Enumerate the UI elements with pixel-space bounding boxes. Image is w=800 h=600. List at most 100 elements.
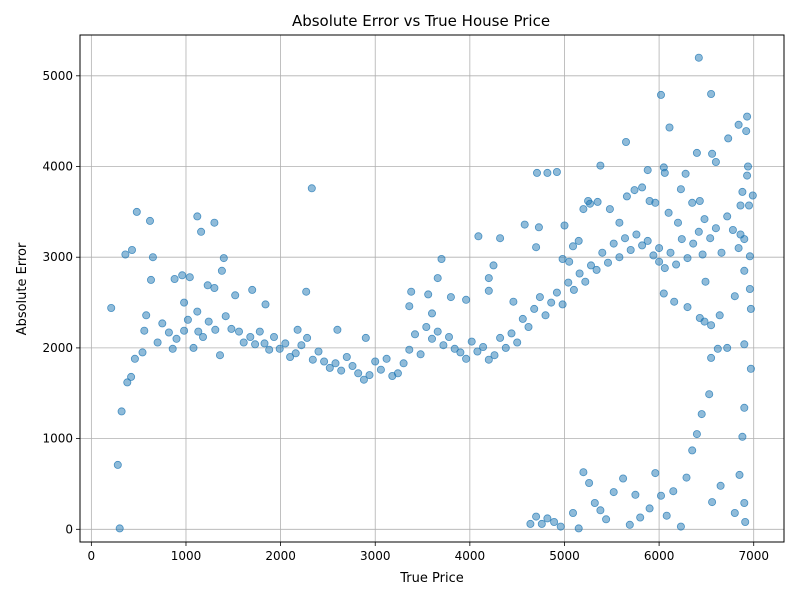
scatter-point — [593, 197, 602, 206]
scatter-point — [130, 354, 139, 363]
scatter-point — [707, 321, 716, 330]
scatter-point — [694, 53, 703, 62]
scatter-point — [604, 258, 613, 267]
scatter-point — [462, 295, 471, 304]
scatter-point — [433, 274, 442, 283]
scatter-point — [645, 504, 654, 513]
scatter-point — [638, 183, 647, 192]
scatter-point — [579, 205, 588, 214]
scatter-point — [740, 403, 749, 412]
scatter-point — [371, 357, 380, 366]
y-tick-label: 5000 — [42, 69, 73, 83]
x-axis-ticks: 0 1000 2000 3000 4000 5000 6000 7000 — [88, 542, 769, 563]
scatter-point — [203, 281, 212, 290]
scatter-point — [586, 199, 595, 208]
scatter-point — [172, 334, 181, 343]
scatter-point — [552, 167, 561, 176]
y-tick-label: 0 — [65, 522, 73, 536]
scatter-point — [530, 304, 539, 313]
scatter-point — [609, 239, 618, 248]
scatter-point — [657, 491, 666, 500]
scatter-point — [444, 332, 453, 341]
scatter-point — [399, 359, 408, 368]
scatter-point — [286, 352, 295, 361]
scatter-point — [251, 340, 260, 349]
scatter-point — [585, 478, 594, 487]
scatter-point — [170, 274, 179, 283]
scatter-point — [708, 149, 717, 158]
scatter-point — [308, 355, 317, 364]
scatter-point — [132, 207, 141, 216]
scatter-point — [115, 524, 124, 533]
scatter-point — [138, 348, 147, 357]
scatter-point — [261, 300, 270, 309]
scatter-point — [632, 230, 641, 239]
scatter-point — [376, 365, 385, 374]
scatter-point — [692, 430, 701, 439]
scatter-point — [462, 354, 471, 363]
scatter-point — [700, 317, 709, 326]
scatter-point — [217, 266, 226, 275]
scatter-point — [146, 275, 155, 284]
y-axis-label: Absolute Error — [15, 242, 30, 335]
scatter-point — [210, 218, 219, 227]
scatter-point — [297, 341, 306, 350]
scatter-point — [596, 161, 605, 170]
scatter-point — [695, 196, 704, 205]
scatter-point — [496, 333, 505, 342]
scatter-point — [537, 519, 546, 528]
scatter-point — [625, 520, 634, 529]
scatter-point — [198, 332, 207, 341]
scatter-point — [666, 248, 675, 257]
scatter-point — [281, 339, 290, 348]
scatter-point — [532, 243, 541, 252]
scatter-point — [621, 234, 630, 243]
scatter-point — [745, 284, 754, 293]
scatter-point — [405, 302, 414, 311]
scatter-point — [581, 277, 590, 286]
scatter-point — [302, 287, 311, 296]
scatter-point — [331, 359, 340, 368]
scatter-point — [234, 327, 243, 336]
x-tick-label: 6000 — [644, 549, 675, 563]
scatter-point — [660, 168, 669, 177]
chart-title: Absolute Error vs True House Price — [292, 12, 550, 30]
scatter-point — [598, 248, 607, 257]
scatter-point — [681, 169, 690, 178]
scatter-point — [651, 469, 660, 478]
scatter-point — [683, 254, 692, 263]
scatter-point — [543, 514, 552, 523]
scatter-point — [711, 224, 720, 233]
scatter-point — [210, 283, 219, 292]
scatter-point — [410, 330, 419, 339]
scatter-point — [698, 250, 707, 259]
scatter-point — [333, 325, 342, 334]
y-tick-label: 3000 — [42, 250, 73, 264]
scatter-point — [672, 260, 681, 269]
scatter-point — [547, 298, 556, 307]
plot-frame — [79, 34, 785, 543]
scatter-point — [740, 266, 749, 275]
scatter-point — [688, 446, 697, 455]
scatter-point — [291, 349, 300, 358]
scatter-point — [148, 253, 157, 262]
scatter-point — [193, 212, 202, 221]
scatter-point — [689, 239, 698, 248]
scatter-point — [636, 513, 645, 522]
scatter-point — [745, 252, 754, 261]
scatter-point — [741, 518, 750, 527]
scatter-point — [565, 257, 574, 266]
scatter-point — [619, 474, 628, 483]
scatter-point — [427, 334, 436, 343]
scatter-point — [736, 230, 745, 239]
scatter-point — [700, 215, 709, 224]
scatter-point — [746, 364, 755, 373]
scatter-point — [164, 328, 173, 337]
scatter-point — [543, 168, 552, 177]
scatter-point — [622, 137, 631, 146]
scatter-point — [127, 372, 136, 381]
scatter-point — [615, 253, 624, 262]
scatter-point — [407, 287, 416, 296]
